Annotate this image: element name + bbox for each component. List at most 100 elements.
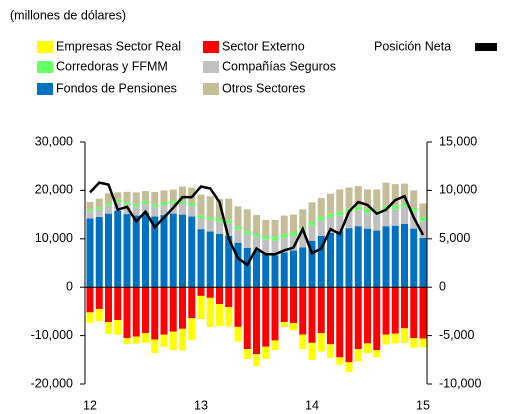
bar-segment: [391, 333, 399, 344]
bar-segment: [401, 287, 408, 329]
bar-segment: [308, 221, 316, 226]
bar-segment: [95, 287, 103, 309]
bar-segment: [86, 287, 94, 313]
bar-segment: [382, 205, 390, 210]
bar-segment: [132, 287, 140, 337]
bar-segment: [95, 209, 103, 218]
bar-segment: [280, 237, 288, 253]
bar-segment: [290, 232, 297, 236]
bar-segment: [410, 228, 418, 288]
bar-segment: [262, 235, 270, 240]
bar-segment: [243, 247, 251, 288]
bar-segment: [95, 198, 103, 208]
bar-segment: [123, 202, 131, 205]
bar-segment: [123, 338, 131, 344]
bar-segment: [160, 202, 168, 205]
bar-segment: [253, 215, 260, 234]
bar-segment: [86, 312, 94, 324]
legend-swatch: [203, 83, 219, 95]
bar-segment: [262, 219, 270, 236]
bar-segment: [299, 287, 307, 335]
bar-segment: [280, 215, 288, 234]
bar-segment: [401, 206, 408, 224]
bar-segment: [271, 219, 279, 237]
bar-segment: [364, 287, 371, 344]
chart-subtitle: (millones de dólares): [10, 8, 126, 22]
bar-segment: [132, 336, 140, 344]
bar-segment: [86, 209, 94, 212]
bar-segment: [142, 203, 149, 214]
y2-tick-label: 0: [439, 279, 446, 293]
legend-swatch: [37, 61, 53, 73]
legend-label: Sector Externo: [222, 39, 305, 53]
bar-segment: [354, 349, 362, 362]
bar-segment: [179, 328, 186, 351]
bar-segment: [271, 255, 279, 288]
bar-segment: [336, 287, 344, 358]
bar-segment: [206, 196, 214, 218]
bar-segment: [114, 287, 122, 321]
bar-segment: [290, 250, 297, 288]
bar-segment: [354, 287, 362, 350]
bar-segment: [114, 320, 122, 335]
bar-segment: [419, 220, 427, 238]
bar-segment: [253, 236, 260, 251]
bar-segment: [308, 225, 316, 241]
bar-segment: [234, 206, 242, 227]
bar-segment: [234, 287, 242, 327]
bar-segment: [308, 202, 316, 222]
bar-segment: [327, 217, 334, 233]
y-tick-label: -20,000: [31, 376, 73, 390]
bar-segment: [151, 216, 159, 288]
bar-segment: [216, 199, 223, 219]
bar-segment: [105, 202, 112, 206]
bar-segment: [317, 216, 325, 221]
legend-label: Fondos de Pensiones: [56, 81, 177, 95]
bar-segment: [243, 287, 251, 350]
bar-segment: [105, 322, 112, 335]
bar-segment: [225, 198, 233, 220]
bar-segment: [95, 217, 103, 288]
bar-segment: [132, 206, 140, 216]
bar-segment: [373, 214, 381, 231]
bar-segment: [391, 287, 399, 334]
legend-swatch: [475, 43, 497, 51]
bar-segment: [354, 186, 362, 207]
bar-segment: [364, 343, 371, 354]
y-tick-label: 20,000: [35, 183, 73, 197]
bar-segment: [179, 287, 186, 329]
bar-segment: [179, 203, 186, 215]
bar-segment: [188, 187, 196, 203]
bar-segment: [151, 204, 159, 207]
bar-segment: [86, 211, 94, 219]
bar-segment: [299, 247, 307, 288]
bar-segment: [327, 287, 334, 345]
bar-segment: [391, 184, 399, 206]
x-tick-label: 15: [416, 398, 430, 412]
bar-segment: [364, 208, 371, 213]
bar-segment: [290, 323, 297, 331]
bar-segment: [216, 304, 223, 326]
bar-segment: [206, 287, 214, 298]
bar-segment: [327, 232, 334, 288]
bar-segment: [169, 331, 177, 351]
bar-segment: [169, 189, 177, 201]
bar-segment: [317, 287, 325, 334]
bar-segment: [280, 252, 288, 288]
bar-segment: [206, 219, 214, 232]
bar-segment: [197, 229, 205, 288]
bar-segment: [188, 205, 196, 217]
bar-segment: [336, 215, 344, 232]
bar-segment: [382, 209, 390, 227]
bar-segment: [419, 203, 427, 218]
bar-segment: [206, 217, 214, 220]
bar-segment: [105, 205, 112, 214]
y-tick-label: 30,000: [35, 134, 73, 148]
bar-segment: [290, 235, 297, 251]
legend-label: Compañías Seguros: [222, 59, 336, 73]
bar-segment: [364, 228, 371, 288]
bar-segment: [327, 213, 334, 218]
bar-segment: [290, 287, 297, 324]
bar-segment: [197, 295, 205, 320]
bar-segment: [410, 190, 418, 208]
